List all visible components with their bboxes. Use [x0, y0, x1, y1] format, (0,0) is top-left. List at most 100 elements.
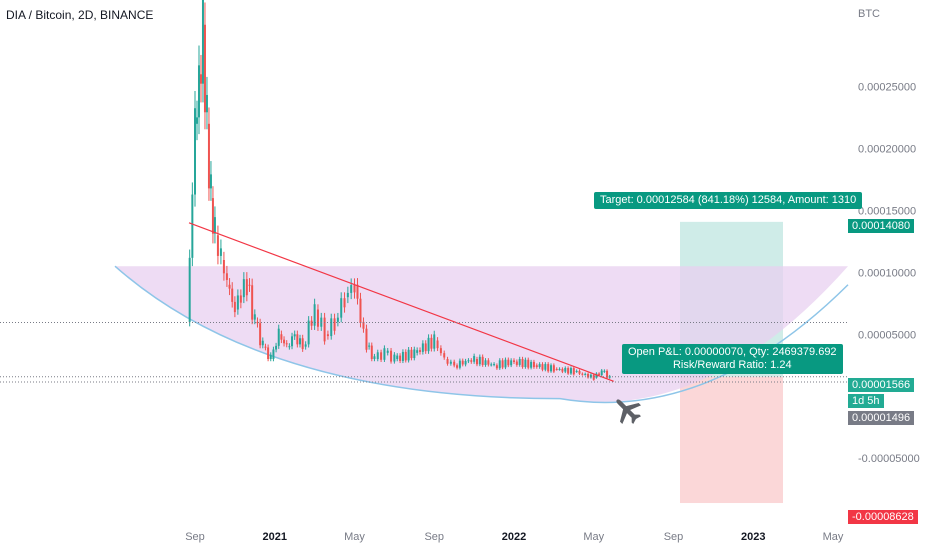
- candle-body: [589, 374, 592, 378]
- candle-body: [301, 338, 304, 350]
- candle-body: [490, 364, 493, 366]
- candle-body: [419, 350, 422, 352]
- candle-body: [216, 235, 219, 256]
- candle-body: [569, 368, 572, 374]
- y-tick-label: -0.00005000: [858, 453, 920, 465]
- y-tick-label: 0.00010000: [858, 267, 916, 279]
- candle-body: [291, 336, 294, 347]
- candle-body: [513, 360, 515, 362]
- candle-body: [453, 361, 456, 366]
- candle-body: [359, 298, 362, 324]
- candle-body: [475, 359, 478, 365]
- candle-body: [504, 359, 507, 368]
- candle-body: [552, 365, 555, 372]
- candle-body: [383, 348, 386, 360]
- candle-body: [606, 370, 609, 378]
- candle-body: [231, 288, 234, 302]
- x-tick-label: 2023: [741, 531, 765, 543]
- candle-body: [245, 279, 248, 296]
- candle-body: [283, 339, 286, 344]
- candle-body: [199, 74, 202, 84]
- candle-body: [353, 285, 356, 293]
- candle-body: [343, 298, 346, 308]
- x-tick-label: May: [344, 531, 365, 543]
- price-label-target: 0.00014080: [848, 219, 915, 233]
- candle-body: [330, 318, 333, 337]
- candle-body: [261, 340, 264, 346]
- candle-body: [458, 360, 461, 368]
- candle-body: [280, 334, 283, 340]
- candle-body: [323, 317, 326, 342]
- candle-body: [264, 346, 267, 348]
- candle-body: [498, 360, 501, 369]
- candle-body: [464, 360, 467, 365]
- candle-body: [203, 24, 206, 113]
- candle-body: [443, 353, 446, 358]
- chart-title: DIA / Bitcoin, 2D, BINANCE: [6, 8, 154, 22]
- candle-body: [333, 318, 336, 331]
- price-label-close: 0.00001496: [848, 411, 915, 425]
- x-tick-label: Sep: [664, 531, 684, 543]
- candle-body: [399, 355, 402, 361]
- candle-body: [191, 194, 194, 258]
- candle-body: [205, 94, 208, 113]
- candle-body: [439, 348, 442, 354]
- candle-body: [396, 355, 399, 360]
- candle-body: [592, 374, 595, 380]
- candle-body: [603, 370, 606, 372]
- candle-body: [251, 285, 254, 320]
- candle-body: [313, 304, 316, 326]
- candle-body: [225, 273, 228, 280]
- candle-body: [248, 284, 251, 286]
- candle-body: [259, 323, 262, 346]
- candle-body: [293, 334, 296, 337]
- candle-body: [567, 368, 570, 374]
- candle-body: [456, 365, 459, 368]
- y-tick-label: 0.00020000: [858, 144, 916, 156]
- candle-body: [269, 354, 272, 360]
- candle-body: [541, 364, 544, 370]
- currency-label: BTC: [858, 8, 880, 20]
- candle-body: [288, 346, 291, 348]
- candle-body: [507, 359, 510, 366]
- candle-body: [598, 373, 601, 376]
- price-label-countdown: 1d 5h: [848, 394, 884, 408]
- candle-body: [390, 350, 393, 362]
- candle-body: [530, 361, 533, 368]
- candle-body: [524, 359, 527, 368]
- candle-body: [515, 361, 518, 365]
- candle-body: [493, 364, 496, 366]
- candle-body: [376, 352, 379, 360]
- candle-body: [410, 349, 413, 359]
- candle-body: [527, 359, 530, 368]
- x-tick-label: 2021: [263, 531, 287, 543]
- candle-body: [416, 350, 419, 353]
- candle-body: [532, 361, 535, 368]
- x-tick-label: May: [583, 531, 604, 543]
- candle-body: [584, 373, 587, 375]
- candle-body: [275, 345, 278, 350]
- candle-body: [201, 0, 204, 84]
- candle-body: [510, 360, 513, 366]
- candle-body: [256, 321, 259, 324]
- candle-body: [228, 284, 231, 289]
- candle-body: [299, 338, 302, 345]
- candle-body: [587, 373, 590, 378]
- candle-body: [326, 334, 329, 337]
- candle-body: [430, 337, 433, 349]
- candle-body: [578, 370, 581, 374]
- candle-body: [561, 368, 564, 372]
- candle-body: [600, 370, 603, 376]
- candle-body: [501, 360, 504, 368]
- candle-body: [495, 365, 498, 369]
- y-tick-label: 0.00025000: [858, 82, 916, 94]
- candle-body: [484, 360, 487, 365]
- x-tick-label: 2022: [502, 531, 526, 543]
- candle-body: [487, 360, 490, 365]
- candle-body: [242, 279, 245, 298]
- candle-body: [233, 301, 236, 313]
- price-label-stop: -0.00008628: [848, 510, 918, 524]
- candle-body: [581, 373, 584, 375]
- candle-body: [188, 257, 191, 322]
